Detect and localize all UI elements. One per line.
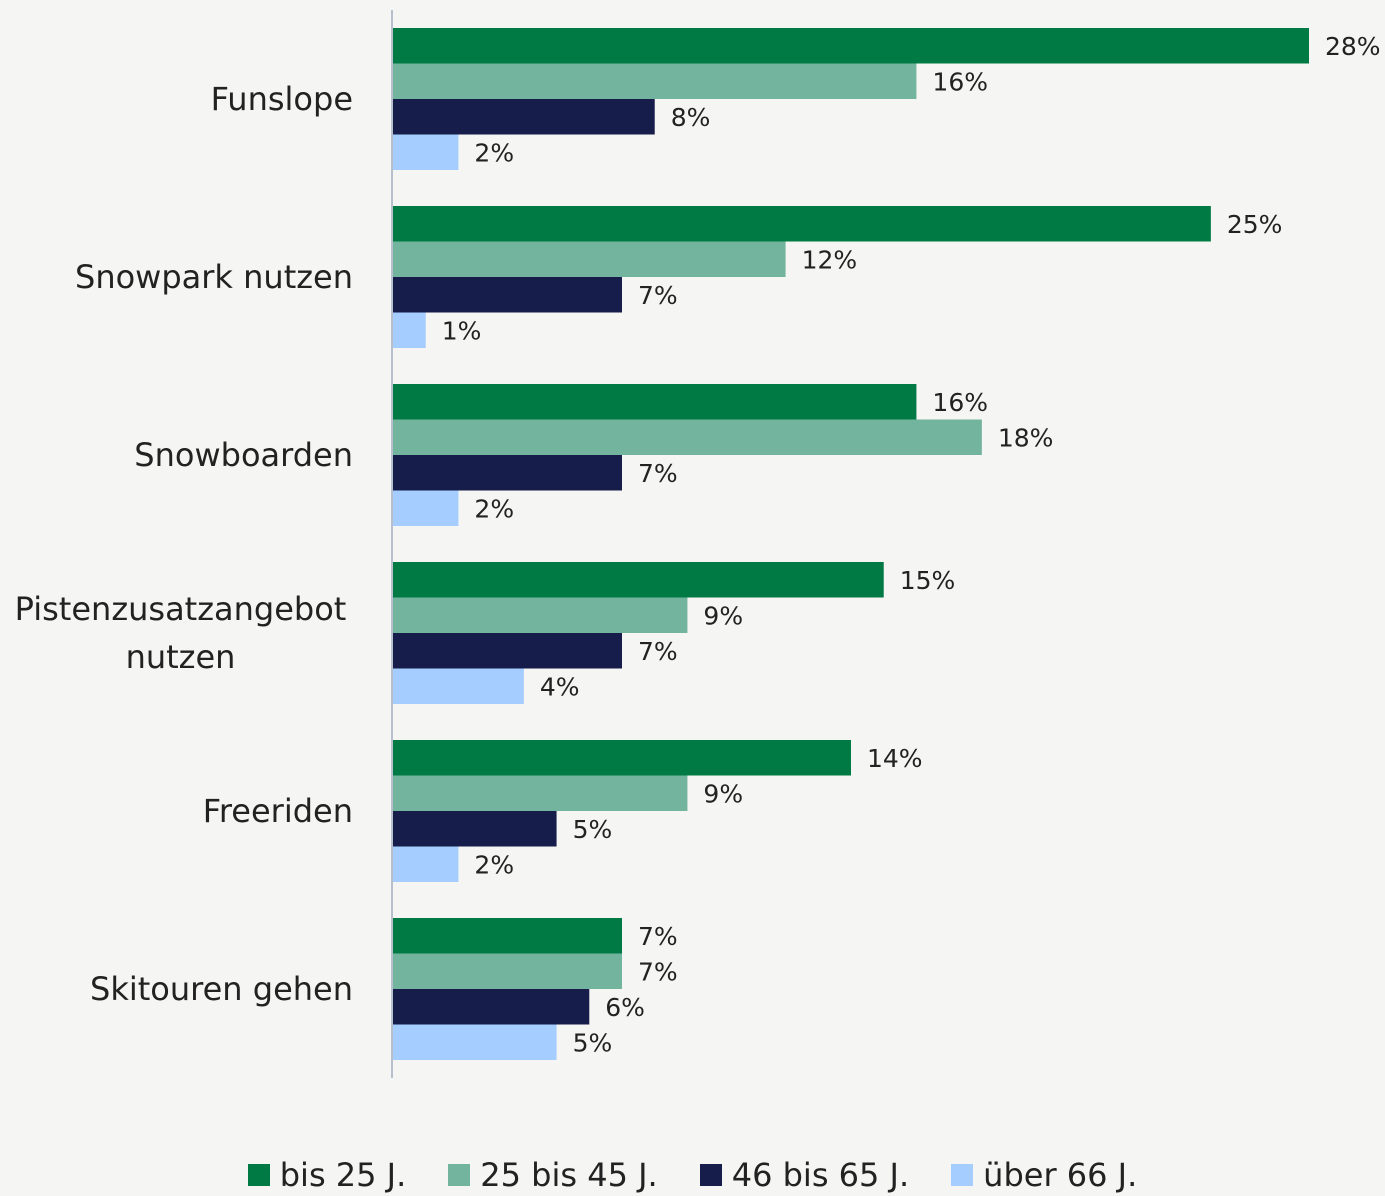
category-text: Snowboarden <box>134 436 353 474</box>
bar <box>393 846 459 882</box>
bar <box>393 562 884 598</box>
bar <box>393 63 917 99</box>
category-label: Skitouren gehen <box>8 965 353 1013</box>
category-text: Pistenzusatzangebot nutzen <box>14 590 347 676</box>
value-label: 25% <box>1227 210 1283 239</box>
legend-swatch <box>699 1164 722 1186</box>
category-text: Freeriden <box>202 792 353 830</box>
bar <box>393 455 622 491</box>
value-label: 5% <box>573 815 613 844</box>
legend-item: über 66 J. <box>951 1156 1137 1194</box>
bar <box>393 277 622 313</box>
bar <box>393 134 459 170</box>
bar <box>393 775 688 811</box>
value-label: 4% <box>540 672 580 701</box>
value-label: 8% <box>671 103 711 132</box>
value-label: 9% <box>703 779 743 808</box>
category-text: Snowpark nutzen <box>75 258 353 296</box>
value-label: 15% <box>900 566 956 595</box>
legend-swatch <box>448 1164 471 1186</box>
bar <box>393 811 557 847</box>
legend-item: 46 bis 65 J. <box>699 1156 910 1194</box>
bar <box>393 668 524 704</box>
bar <box>393 241 786 277</box>
value-label: 12% <box>802 245 858 274</box>
value-label: 2% <box>474 494 514 523</box>
legend-label: 46 bis 65 J. <box>731 1156 910 1194</box>
legend-item: 25 bis 45 J. <box>448 1156 658 1194</box>
legend-label: 25 bis 45 J. <box>480 1156 658 1194</box>
bar <box>393 740 851 776</box>
bar <box>393 633 622 669</box>
bar <box>393 953 622 989</box>
category-text: Funslope <box>210 80 353 118</box>
bar <box>393 99 655 135</box>
bar <box>393 1024 557 1060</box>
value-label: 28% <box>1325 32 1381 61</box>
legend-item: bis 25 J. <box>247 1156 407 1194</box>
value-label: 2% <box>474 850 514 879</box>
legend-label: über 66 J. <box>983 1156 1138 1194</box>
value-label: 7% <box>638 637 678 666</box>
bar <box>393 490 459 526</box>
bar <box>393 989 590 1025</box>
bar <box>393 419 982 455</box>
category-label: Freeriden <box>8 787 353 835</box>
value-label: 7% <box>638 957 678 986</box>
value-label: 6% <box>605 993 645 1022</box>
value-label: 7% <box>638 459 678 488</box>
bar <box>393 28 1309 64</box>
category-label: Pistenzusatzangebot nutzen <box>8 585 353 681</box>
value-label: 7% <box>638 922 678 951</box>
value-label: 2% <box>474 138 514 167</box>
value-label: 16% <box>932 67 988 96</box>
value-label: 9% <box>703 601 743 630</box>
value-label: 7% <box>638 281 678 310</box>
bar <box>393 918 622 954</box>
legend-swatch <box>247 1164 270 1186</box>
value-label: 14% <box>867 744 923 773</box>
bar <box>393 384 917 420</box>
category-label: Funslope <box>8 75 353 123</box>
legend-swatch <box>951 1164 974 1186</box>
legend-label: bis 25 J. <box>279 1156 407 1194</box>
value-label: 5% <box>573 1028 613 1057</box>
bar <box>393 206 1211 242</box>
value-label: 16% <box>932 388 988 417</box>
bar <box>393 597 688 633</box>
category-label: Snowpark nutzen <box>8 253 353 301</box>
legend: bis 25 J. 25 bis 45 J. 46 bis 65 J. über 66… <box>0 1156 1385 1194</box>
value-label: 18% <box>998 423 1054 452</box>
category-text: Skitouren gehen <box>90 970 353 1008</box>
bar <box>393 312 426 348</box>
category-label: Snowboarden <box>8 431 353 479</box>
value-label: 1% <box>442 316 482 345</box>
